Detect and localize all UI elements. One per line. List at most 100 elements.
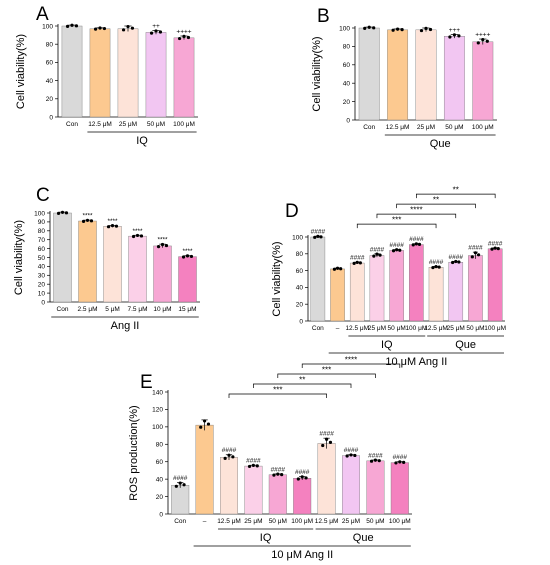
panel-d-significance-mark: #### — [350, 255, 365, 262]
panel-d-data-point — [316, 234, 320, 238]
panel-e-y-tick-label: 20 — [156, 494, 164, 501]
panel-a-data-point — [98, 26, 102, 30]
panel-c-data-point — [89, 219, 94, 223]
panel-e-data-point — [182, 483, 186, 487]
panel-e-comparison-label: ** — [299, 376, 305, 385]
panel-d-data-point — [395, 248, 399, 252]
panel-d-data-point — [398, 248, 402, 252]
panel-c-data-point — [106, 225, 111, 229]
panel-b-data-point — [457, 34, 461, 38]
panel-a-data-point — [177, 36, 182, 41]
panel-b-data-point — [419, 28, 424, 33]
panel-a-data-point — [126, 24, 130, 29]
panel-b-data-point — [481, 37, 485, 42]
panel-d-category-label: 50 μM — [466, 325, 484, 332]
panel-d-category-label: 25 μM — [368, 325, 386, 332]
panel-e-significance-mark: #### — [393, 454, 408, 461]
panel-e-data-point — [174, 484, 178, 488]
panel-a-y-tick-label: 40 — [46, 78, 54, 85]
panel-d-data-point — [473, 251, 478, 255]
panel-c-y-tick-label: 40 — [38, 264, 46, 271]
panel-a-bar — [61, 25, 83, 118]
panel-c-data-point — [189, 254, 194, 259]
panel-d-data-point — [378, 253, 382, 257]
panel-a-data-point — [186, 35, 191, 40]
panel-e-category-label: 50 μM — [366, 518, 384, 525]
panel-c-y-label: Cell viability(%) — [13, 220, 25, 295]
panel-b-y-tick-label: 40 — [343, 81, 351, 88]
panel-a-y-tick-label: 100 — [42, 23, 53, 30]
panel-b-data-point — [476, 41, 480, 45]
panel-c-y-tick-label: 30 — [38, 273, 46, 280]
panel-d-category-label: 12.5 μM — [424, 325, 448, 332]
panel-e-comparison-label: **** — [345, 356, 357, 365]
panel-d-bar — [369, 255, 385, 322]
panel-c-data-point — [139, 234, 144, 238]
panel-d-data-point — [437, 265, 441, 269]
panel-d-data-point — [352, 261, 356, 265]
panel-c-data-point — [160, 242, 165, 247]
panel-a-category-label: 12.5 μM — [88, 121, 112, 128]
panel-d-category-label: 25 μM — [447, 325, 465, 332]
panel-c-bar — [178, 256, 197, 303]
panel-d-category-label: Con — [312, 325, 324, 332]
panel-a-y-tick-label: 0 — [49, 114, 53, 121]
panel-a-data-point — [158, 30, 163, 34]
panel-e-data-point — [227, 453, 231, 457]
panel-e-y-tick-label: 140 — [152, 389, 163, 396]
panel-d-y-tick-label: 40 — [296, 285, 304, 292]
panel-a-data-point — [70, 23, 74, 27]
panel-e-group-label: IQ — [260, 532, 272, 544]
panel-d-category-label: 100 μM — [484, 325, 506, 332]
panel-c-data-point — [60, 210, 65, 214]
panel-a-bar — [89, 28, 111, 118]
panel-e-y-tick-label: 100 — [152, 424, 163, 431]
panel-d-significance-mark: #### — [468, 245, 483, 252]
panel-d-significance-mark: #### — [449, 254, 464, 261]
panel-d-data-point — [355, 260, 359, 264]
panel-e-data-point — [345, 454, 349, 458]
panel-a-category-label: 25 μM — [119, 121, 137, 128]
panel-c-significance-mark: **** — [132, 228, 143, 235]
panel-c-y-tick-label: 0 — [41, 299, 45, 306]
panel-e-category-label: 100 μM — [291, 518, 313, 525]
panel-d-significance-mark: #### — [429, 259, 444, 266]
panel-c-y-tick-label: 80 — [38, 228, 46, 235]
panel-d-significance-mark: #### — [389, 242, 404, 249]
panel-c-y-tick-label: 90 — [38, 219, 46, 226]
panel-d-category-label: 50 μM — [388, 325, 406, 332]
panel-d-bar — [409, 244, 424, 322]
panel-e-data-point — [328, 440, 333, 444]
panel-c-category-label: Con — [57, 306, 69, 313]
panel-e-category-label: 50 μM — [269, 518, 287, 525]
panel-d-bar — [330, 268, 345, 322]
panel-d-data-point — [417, 242, 422, 246]
panel-d-comparison-bracket — [356, 223, 437, 229]
panel-a-data-point — [74, 24, 79, 28]
panel-a-data-point — [154, 29, 158, 33]
panel-d-data-point — [434, 264, 438, 269]
panel-e-bar — [268, 474, 287, 515]
panel-a-y-tick-label: 60 — [46, 60, 54, 67]
panel-c-letter: C — [36, 185, 50, 206]
panel-e-y-tick-label: 80 — [156, 442, 164, 449]
panel-b-category-label: 100 μM — [472, 124, 494, 131]
panel-e-category-label: 25 μM — [342, 518, 360, 525]
panel-a-y-tick-label: 80 — [46, 42, 54, 49]
panel-d-bar — [310, 236, 326, 322]
panel-c-category-label: 7.5 μM — [127, 306, 147, 313]
panel-d-data-point — [493, 246, 497, 250]
panel-e-data-point — [251, 463, 255, 467]
panel-e-y-tick-label: 0 — [159, 511, 163, 518]
panel-d-y-tick-label: 60 — [296, 268, 304, 275]
panel-d-y-tick-label: 0 — [299, 318, 303, 325]
panel-c-data-point — [56, 211, 61, 215]
panel-d-comparison-label: ** — [433, 196, 439, 205]
panel-d-data-point — [375, 252, 379, 256]
panel-e-data-point — [199, 425, 203, 429]
panel-a-significance-mark: ++ — [152, 23, 160, 30]
panel-a-significance-mark: ++++ — [176, 29, 191, 36]
panel-d-data-point — [319, 235, 323, 239]
panel-e-data-point — [373, 458, 377, 462]
panel-a-data-point — [149, 31, 154, 35]
